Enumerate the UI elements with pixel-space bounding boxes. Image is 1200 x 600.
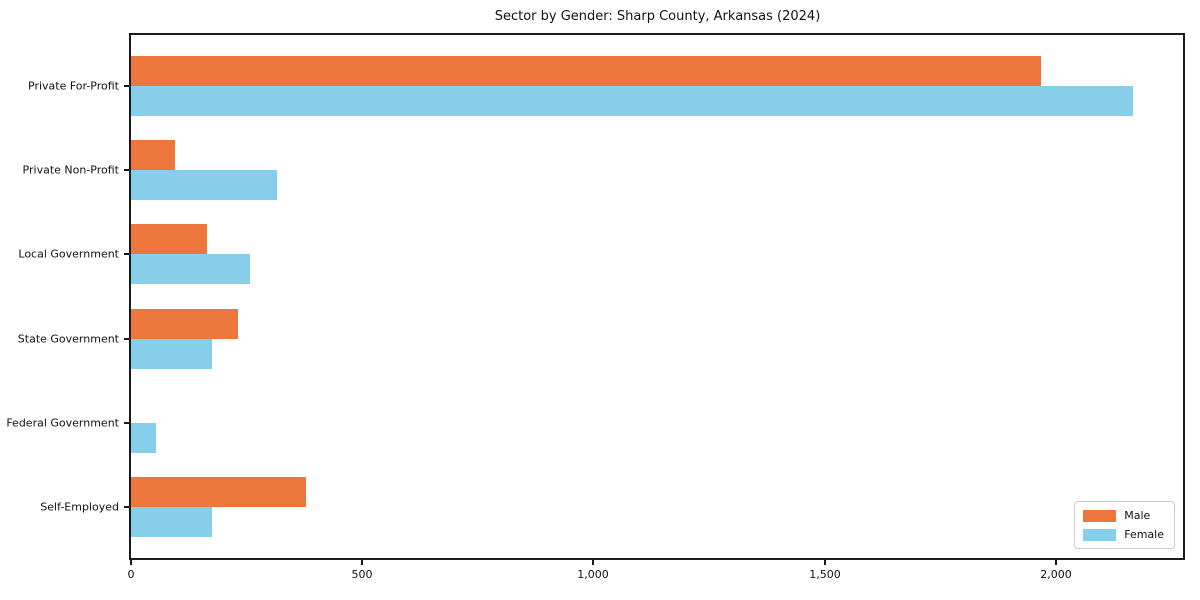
legend-label-male: Male: [1124, 509, 1151, 522]
y-tick-mark: [124, 338, 129, 340]
x-tick-label: 1,000: [577, 568, 609, 581]
female-swatch-icon: [1083, 528, 1117, 541]
bar-male-6: [131, 477, 306, 507]
bar-male-4: [131, 309, 238, 339]
y-tick-mark: [124, 85, 129, 87]
x-tick-label: 500: [351, 568, 373, 581]
bar-female-1: [131, 86, 1133, 116]
bar-male-2: [131, 140, 175, 170]
bar-female-3: [131, 254, 250, 284]
y-tick-mark: [124, 169, 129, 171]
x-tick-label: 0: [127, 568, 135, 581]
bar-male-3: [131, 224, 207, 254]
legend-item-female: Female: [1083, 528, 1164, 541]
legend-label-female: Female: [1124, 528, 1164, 541]
legend: Male Female: [1074, 501, 1175, 549]
x-tick-mark: [361, 560, 363, 565]
y-tick-label: Federal Government: [6, 416, 119, 430]
bar-female-5: [131, 423, 156, 453]
y-tick-mark: [124, 422, 129, 424]
y-tick-label: Self-Employed: [40, 500, 119, 514]
x-tick-mark: [592, 560, 594, 565]
y-tick-label: Private Non-Profit: [22, 163, 119, 177]
chart-title: Sector by Gender: Sharp County, Arkansas…: [494, 9, 821, 24]
y-tick-label: Local Government: [18, 247, 119, 261]
bar-female-4: [131, 339, 212, 369]
bar-female-6: [131, 507, 212, 537]
x-tick-mark: [1055, 560, 1057, 565]
x-tick-label: 2,000: [1040, 568, 1072, 581]
bar-male-1: [131, 56, 1041, 86]
x-tick-label: 1,500: [809, 568, 841, 581]
legend-item-male: Male: [1083, 509, 1164, 522]
male-swatch-icon: [1083, 509, 1117, 522]
x-tick-mark: [130, 560, 132, 565]
bar-female-2: [131, 170, 277, 200]
y-tick-label: Private For-Profit: [28, 79, 119, 93]
x-tick-mark: [824, 560, 826, 565]
y-tick-mark: [124, 253, 129, 255]
plot-area: Male Female: [129, 33, 1185, 560]
y-tick-mark: [124, 506, 129, 508]
y-tick-label: State Government: [17, 332, 119, 346]
